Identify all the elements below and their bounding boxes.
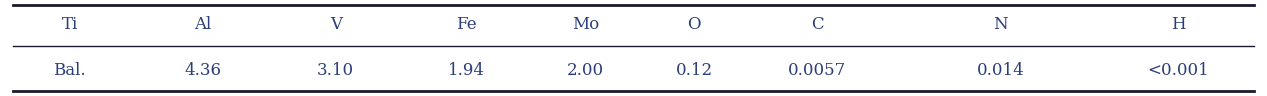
Text: 1.94: 1.94 xyxy=(447,62,485,79)
Text: H: H xyxy=(1171,16,1186,34)
Text: N: N xyxy=(993,16,1009,34)
Text: Bal.: Bal. xyxy=(53,62,86,79)
Text: 0.0057: 0.0057 xyxy=(788,62,846,79)
Text: 3.10: 3.10 xyxy=(317,62,355,79)
Text: 4.36: 4.36 xyxy=(184,62,222,79)
Text: 0.014: 0.014 xyxy=(977,62,1025,79)
Text: Al: Al xyxy=(194,16,212,34)
Text: Fe: Fe xyxy=(456,16,476,34)
Text: Mo: Mo xyxy=(571,16,599,34)
Text: Ti: Ti xyxy=(62,16,77,34)
Text: O: O xyxy=(688,16,701,34)
Text: C: C xyxy=(811,16,824,34)
Text: <0.001: <0.001 xyxy=(1148,62,1209,79)
Text: 2.00: 2.00 xyxy=(566,62,604,79)
Text: 0.12: 0.12 xyxy=(675,62,713,79)
Text: V: V xyxy=(329,16,342,34)
